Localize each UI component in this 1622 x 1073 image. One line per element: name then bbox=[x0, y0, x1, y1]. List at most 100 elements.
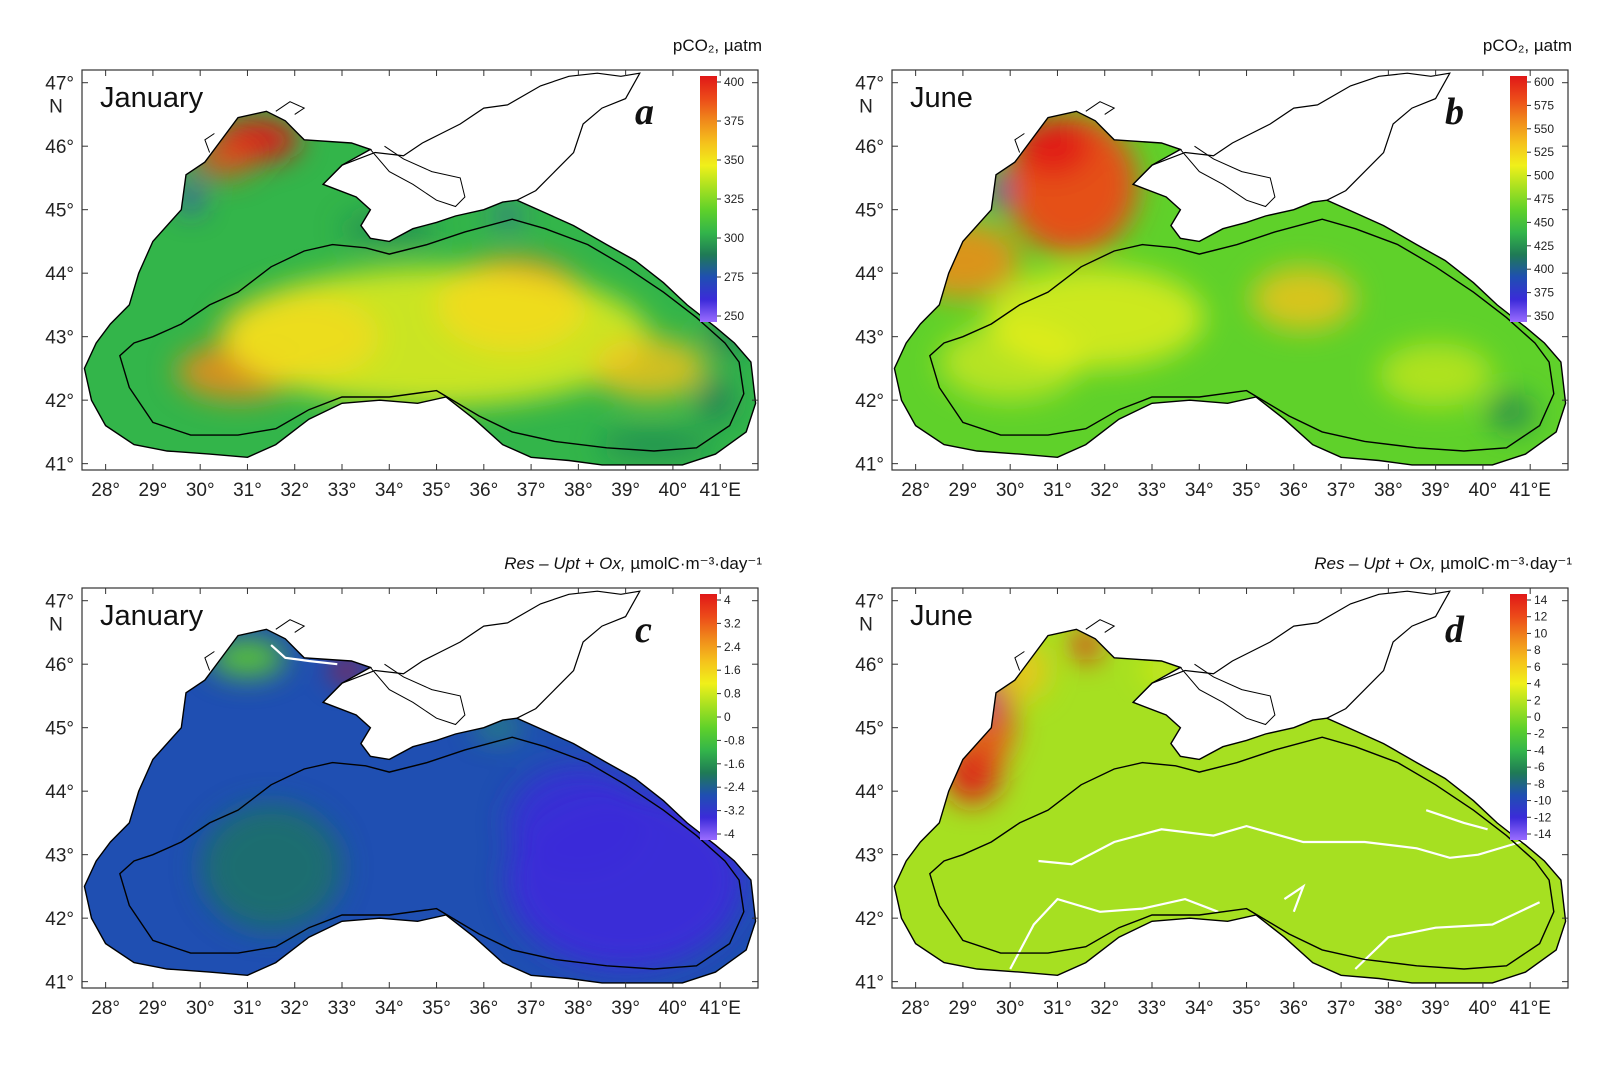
y-tick-label: 47° bbox=[45, 592, 74, 613]
colorbar: 400 375 350 325 300 275 250 bbox=[700, 75, 744, 323]
x-tick-label: 34° bbox=[1185, 998, 1214, 1019]
colorbar-tick-label: 2 bbox=[1534, 693, 1541, 707]
y-tick-label: 44° bbox=[45, 782, 74, 803]
x-tick-label: 39° bbox=[1421, 480, 1450, 501]
sivash-coastline bbox=[370, 145, 466, 208]
map-panel-d: Res – Upt + Ox, µmolC·m⁻³·day⁻¹ 28° 29° 30… bbox=[820, 548, 1610, 1073]
panel-letter: a bbox=[635, 91, 654, 133]
y-tick-label: 41° bbox=[855, 973, 884, 994]
colorbar-tick-label: -2 bbox=[1534, 727, 1545, 741]
x-tick-label: 33° bbox=[328, 480, 357, 501]
zero-contour bbox=[1009, 897, 1219, 970]
colorbar-ramp bbox=[1510, 594, 1527, 840]
x-tick-label: 29° bbox=[949, 998, 978, 1019]
y-tick-label: 46° bbox=[45, 655, 74, 676]
x-tick-label: 32° bbox=[1090, 998, 1119, 1019]
field-anomaly bbox=[1378, 343, 1493, 407]
coastline bbox=[83, 110, 757, 466]
x-tick-label: 41°E bbox=[1509, 480, 1550, 501]
y-tick-label: 47° bbox=[855, 592, 884, 613]
x-tick-label: 37° bbox=[1327, 480, 1356, 501]
azov-coastline bbox=[322, 72, 641, 201]
y-tick-label: 47° bbox=[45, 74, 74, 95]
x-tick-label: 32° bbox=[1090, 480, 1119, 501]
x-tick-label: 35° bbox=[422, 480, 451, 501]
sea-field bbox=[84, 629, 756, 983]
colorbar-ramp bbox=[700, 76, 717, 322]
azov-coastline bbox=[1132, 72, 1451, 201]
x-tick-label: 34° bbox=[1185, 480, 1214, 501]
x-tick-label: 33° bbox=[1138, 998, 1167, 1019]
colorbar-tick-label: 375 bbox=[1534, 286, 1554, 300]
colorbar-tick-label: 275 bbox=[724, 270, 744, 284]
field-anomaly bbox=[1487, 393, 1535, 432]
colorbar-tick-label: 0.8 bbox=[724, 687, 741, 701]
x-tick-label: 39° bbox=[1421, 998, 1450, 1019]
colorbar-tick-label: 400 bbox=[1534, 262, 1554, 276]
liman-outline bbox=[204, 133, 215, 153]
x-tick-label: 29° bbox=[949, 480, 978, 501]
x-tick-label: 33° bbox=[1138, 480, 1167, 501]
y-tick-label: 45° bbox=[45, 719, 74, 740]
colorbar-tick-label: 3.2 bbox=[724, 616, 741, 630]
colorbar-tick-label: -10 bbox=[1534, 794, 1552, 808]
y-tick-label: 44° bbox=[855, 782, 884, 803]
x-tick-label: 31° bbox=[233, 480, 262, 501]
month-label: January bbox=[100, 600, 204, 632]
y-tick-label: 43° bbox=[45, 846, 74, 867]
panel-letter: c bbox=[635, 609, 652, 651]
x-tick-label: 30° bbox=[996, 480, 1025, 501]
x-tick-label: 37° bbox=[1327, 998, 1356, 1019]
x-tick-label: 28° bbox=[91, 998, 120, 1019]
x-tick-label: 31° bbox=[1043, 998, 1072, 1019]
colorbar-tick-label: 575 bbox=[1534, 98, 1554, 112]
colorbar-tick-label: 4 bbox=[724, 593, 731, 607]
map-canvas: 28° 29° 30° 31° 32° 33° 34° 35° 36° 37° 38° 39° 40° 4… bbox=[855, 69, 1569, 501]
coastline bbox=[893, 110, 1567, 466]
colorbar-tick-label: 325 bbox=[724, 192, 744, 206]
x-tick-label: 40° bbox=[659, 480, 688, 501]
field-anomaly bbox=[200, 803, 342, 931]
colorbar-tick-label: -6 bbox=[1534, 760, 1545, 774]
x-tick-label: 39° bbox=[611, 998, 640, 1019]
colorbar-ramp bbox=[700, 594, 717, 840]
colorbar-tick-label: 425 bbox=[1534, 239, 1554, 253]
x-tick-label: 38° bbox=[564, 998, 593, 1019]
colorbar-tick-label: 10 bbox=[1534, 626, 1548, 640]
colorbar-tick-label: 350 bbox=[1534, 309, 1554, 323]
field-anomaly bbox=[696, 377, 735, 423]
y-tick-label: 42° bbox=[855, 391, 884, 412]
panel-letter: b bbox=[1445, 91, 1464, 133]
colorbar-tick-label: 375 bbox=[724, 114, 744, 128]
x-tick-label: 41°E bbox=[699, 480, 740, 501]
y-tick-label: 42° bbox=[855, 909, 884, 930]
x-tick-label: 35° bbox=[1232, 480, 1261, 501]
zero-contour bbox=[1283, 883, 1306, 913]
month-label: January bbox=[100, 82, 204, 114]
y-tick-label: 45° bbox=[855, 719, 884, 740]
x-tick-label: 36° bbox=[1279, 480, 1308, 501]
y-tick-label: 41° bbox=[45, 455, 74, 476]
x-tick-label: 38° bbox=[1374, 998, 1403, 1019]
azov-coastline bbox=[322, 590, 641, 719]
liman-outline bbox=[1014, 133, 1025, 153]
field-anomaly bbox=[597, 431, 711, 458]
colorbar-tick-label: 475 bbox=[1534, 192, 1554, 206]
liman-outline bbox=[275, 619, 306, 633]
colorbar-tick-label: -0.8 bbox=[724, 733, 745, 747]
colorbar: 4 3.2 2.4 1.6 0.8 0 -0.8 -1.6 -2.4 -3.2 -4 bbox=[700, 593, 745, 841]
sea-field bbox=[84, 111, 756, 465]
colorbar-tick-label: 0 bbox=[724, 710, 731, 724]
field-anomaly bbox=[939, 323, 1082, 401]
coastline bbox=[893, 628, 1567, 984]
liman-outline bbox=[275, 101, 306, 115]
x-tick-label: 29° bbox=[139, 998, 168, 1019]
colorbar-tick-label: 525 bbox=[1534, 145, 1554, 159]
y-tick-label: 41° bbox=[45, 973, 74, 994]
y-tick-label: 44° bbox=[855, 264, 884, 285]
azov-coastline bbox=[1132, 590, 1451, 719]
map-panel-c: Res – Upt + Ox, µmolC·m⁻³·day⁻¹ 28° 29° 30… bbox=[10, 548, 800, 1073]
colorbar-tick-label: -4 bbox=[1534, 743, 1545, 757]
x-tick-label: 40° bbox=[659, 998, 688, 1019]
field-anomaly bbox=[507, 765, 650, 881]
